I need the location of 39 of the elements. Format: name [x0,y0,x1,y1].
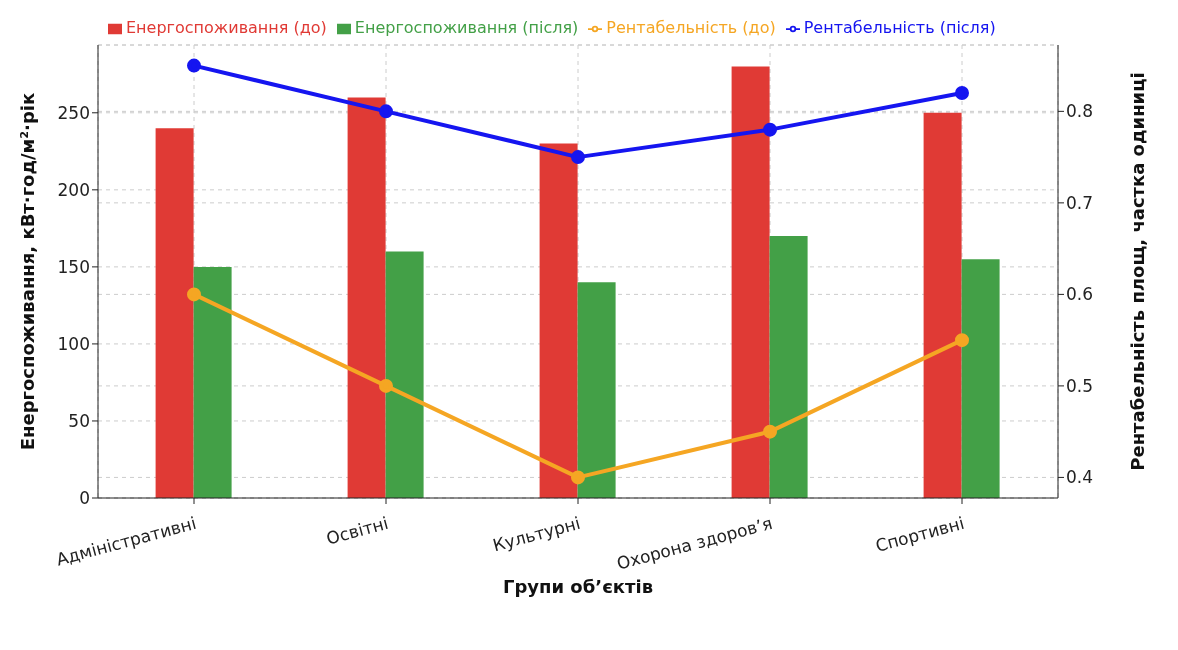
point [379,378,393,393]
y-tick-label: 200 [57,179,90,200]
y-axis-title: Енергоспоживання, кВт·год/м²·рік [17,92,39,451]
bar [923,112,962,498]
point [763,424,777,439]
point [571,470,585,485]
legend-label: Енергоспоживання (після) [354,18,579,37]
y-tick-label: 50 [68,410,90,431]
bar [385,251,424,498]
y-tick-label: 100 [57,333,90,354]
point [187,58,201,73]
bar [193,266,232,498]
x-tick-label: Освітні [324,512,391,549]
y2-tick-label: 0.5 [1066,375,1094,396]
bar [769,236,808,498]
y-tick-label: 0 [79,488,90,509]
bar [577,282,616,498]
bar [539,143,578,498]
legend-label: Енергоспоживання (до) [126,18,327,37]
bar [961,259,1000,498]
y2-tick-label: 0.7 [1066,192,1094,213]
point [763,122,777,137]
bar [347,97,386,498]
y2-tick-label: 0.8 [1066,101,1094,122]
bar [155,128,194,498]
bar [731,66,770,498]
y2-tick-label: 0.4 [1066,467,1094,488]
point [955,333,969,348]
y2-tick-label: 0.6 [1066,284,1094,305]
y-tick-label: 250 [57,102,90,123]
legend-label: Рентабельність (до) [606,18,776,37]
point [571,150,585,165]
point [955,86,969,101]
legend-label: Рентабельність (після) [803,18,996,37]
y-tick-label: 150 [57,256,90,277]
point [187,287,201,302]
y2-axis-title: Рентабельність площ, частка одиниці [1127,72,1149,471]
point [379,104,393,119]
x-axis-title: Групи об’єктів [502,576,654,597]
